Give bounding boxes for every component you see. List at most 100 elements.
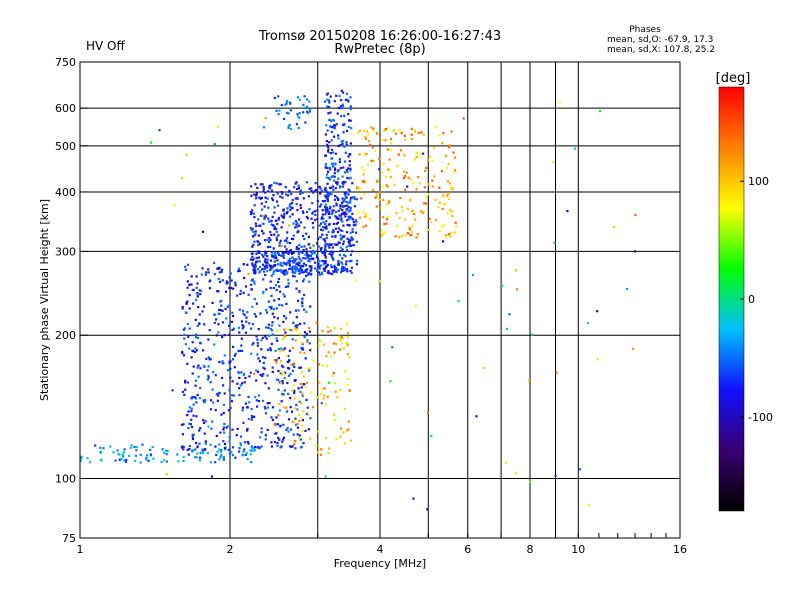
scatter-point — [249, 453, 252, 456]
scatter-point — [218, 443, 221, 446]
scatter-point — [352, 244, 355, 247]
scatter-point — [326, 395, 329, 398]
scatter-point — [238, 447, 241, 450]
scatter-point — [409, 199, 412, 202]
series-e-region-trace — [79, 443, 256, 464]
scatter-point — [265, 251, 268, 255]
scatter-point — [244, 453, 247, 456]
scatter-point — [301, 424, 304, 428]
scatter-point — [291, 346, 294, 350]
x-tick-label: 1 — [77, 543, 84, 556]
scatter-point — [347, 100, 350, 103]
scatter-point — [262, 278, 265, 281]
scatter-point — [186, 381, 189, 384]
scatter-point — [150, 141, 153, 144]
scatter-point — [322, 221, 325, 224]
scatter-point — [265, 261, 268, 264]
scatter-point — [360, 166, 363, 169]
scatter-point — [321, 200, 324, 203]
scatter-point — [344, 215, 347, 218]
scatter-point — [238, 331, 241, 334]
scatter-point — [291, 260, 294, 263]
scatter-point — [251, 343, 254, 346]
scatter-point — [340, 427, 343, 430]
scatter-point — [327, 106, 330, 109]
scatter-point — [305, 398, 308, 401]
scatter-point — [192, 288, 195, 292]
scatter-point — [303, 237, 306, 240]
scatter-point — [195, 298, 198, 302]
scatter-point — [227, 409, 230, 412]
scatter-point — [358, 187, 361, 190]
scatter-point — [221, 360, 224, 363]
scatter-point — [328, 141, 331, 144]
scatter-point — [347, 206, 350, 209]
scatter-point — [277, 280, 280, 284]
scatter-point — [203, 400, 207, 403]
scatter-point — [431, 159, 434, 162]
scatter-point — [281, 196, 284, 199]
scatter-point — [240, 337, 243, 340]
scatter-point — [317, 344, 321, 347]
scatter-point — [347, 244, 350, 248]
scatter-point — [401, 234, 404, 237]
scatter-point — [313, 219, 317, 222]
scatter-point — [270, 219, 273, 222]
scatter-point — [322, 343, 325, 346]
scatter-point — [298, 366, 301, 369]
scatter-point — [124, 460, 127, 463]
scatter-point — [262, 222, 265, 225]
scatter-point — [320, 392, 323, 395]
scatter-point — [217, 312, 220, 315]
scatter-point — [306, 98, 309, 101]
scatter-point — [295, 258, 298, 261]
scatter-point — [281, 264, 284, 267]
scatter-point — [328, 210, 331, 213]
scatter-point — [290, 251, 293, 254]
scatter-point — [254, 445, 257, 449]
scatter-point — [314, 261, 317, 264]
scatter-point — [266, 348, 270, 351]
scatter-point — [289, 311, 292, 314]
scatter-point — [318, 205, 322, 208]
scatter-point — [321, 226, 324, 229]
scatter-point — [341, 142, 344, 146]
scatter-point — [246, 311, 249, 314]
scatter-point — [262, 356, 265, 359]
scatter-point — [457, 300, 460, 303]
scatter-point — [304, 264, 307, 267]
scatter-point — [294, 265, 297, 268]
scatter-point — [275, 432, 278, 435]
scatter-point — [375, 205, 378, 208]
phases-title: Phases — [629, 25, 661, 35]
scatter-point — [293, 397, 296, 400]
scatter-point — [411, 224, 414, 227]
scatter-point — [338, 241, 341, 244]
scatter-point — [273, 181, 276, 184]
scatter-point — [337, 259, 340, 263]
scatter-point — [289, 109, 292, 112]
scatter-point — [332, 205, 335, 208]
scatter-point — [221, 336, 224, 339]
scatter-point — [202, 364, 205, 367]
scatter-point — [218, 308, 221, 311]
scatter-point — [249, 449, 252, 452]
scatter-point — [434, 198, 437, 201]
scatter-point — [354, 223, 357, 226]
hv-status-label: HV Off — [86, 39, 125, 53]
scatter-point — [308, 330, 311, 333]
scatter-point — [246, 440, 250, 444]
scatter-point — [184, 381, 187, 384]
scatter-point — [372, 159, 375, 162]
scatter-point — [345, 141, 348, 144]
scatter-point — [246, 427, 249, 431]
scatter-point — [342, 205, 345, 208]
scatter-point — [295, 223, 298, 226]
scatter-point — [314, 267, 317, 270]
scatter-point — [345, 263, 348, 266]
scatter-point — [251, 227, 254, 230]
scatter-point — [347, 215, 350, 218]
scatter-point — [286, 427, 289, 430]
scatter-point — [348, 241, 351, 244]
scatter-point — [217, 277, 220, 281]
